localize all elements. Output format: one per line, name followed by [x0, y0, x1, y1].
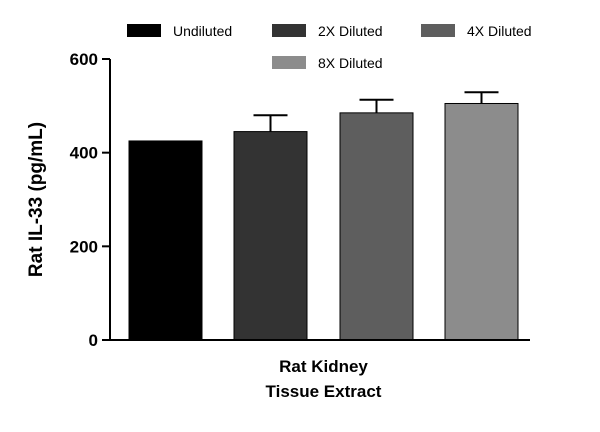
legend-label: Undiluted — [173, 23, 232, 39]
legend: Undiluted 2X Diluted 4X Diluted 8X Diluted — [127, 23, 532, 71]
bar-8x-diluted — [444, 102, 519, 341]
bar-undiluted — [128, 140, 203, 341]
legend-swatch — [272, 56, 306, 69]
bars-group — [128, 91, 519, 341]
legend-swatch — [421, 24, 455, 37]
y-tick-label: 600 — [70, 50, 98, 69]
y-tick-label: 0 — [89, 331, 98, 350]
legend-swatch — [127, 24, 161, 37]
legend-swatch — [272, 24, 306, 37]
y-tick-label: 200 — [70, 237, 98, 256]
y-tick-label: 400 — [70, 144, 98, 163]
legend-label: 2X Diluted — [318, 23, 383, 39]
axes-group — [109, 59, 530, 341]
legend-label: 8X Diluted — [318, 55, 383, 71]
bar-4x-diluted — [339, 112, 414, 341]
bar-2x-diluted — [233, 131, 308, 341]
legend-label: 4X Diluted — [467, 23, 532, 39]
x-category-label-line-1: Rat Kidney — [279, 357, 368, 376]
x-category-label-line-2: Tissue Extract — [266, 382, 382, 401]
y-ticks-group: 0 200 400 600 — [70, 50, 110, 350]
y-axis-title: Rat IL-33 (pg/mL) — [26, 122, 47, 277]
